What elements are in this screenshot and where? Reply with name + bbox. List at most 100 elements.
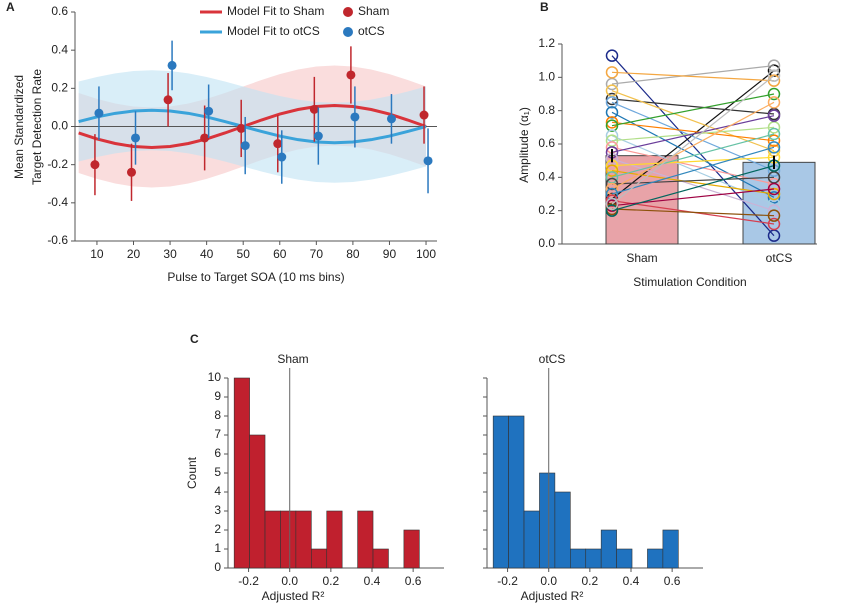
x-tick-label: 70 [310,247,324,261]
subject-point [767,141,781,154]
panel-label: C [190,332,199,346]
subject-line [611,75,775,205]
histogram-bar [311,548,328,569]
point [277,152,287,162]
y-tick-label: 1 [214,541,221,555]
subject-point [605,49,619,62]
histogram-bar [357,510,374,569]
point [163,95,173,105]
y-tick-label: 7 [214,427,221,441]
point [346,70,356,80]
subject-line [611,208,775,217]
point [236,123,246,133]
point [167,60,177,70]
subject-line [611,111,775,198]
y-axis-label: Mean Standardized [12,75,26,179]
x-tick-label: 0.0 [540,574,557,588]
subject-line [611,101,775,190]
subject-line [611,115,775,153]
point [313,131,323,141]
x-tick-label: 80 [346,247,360,261]
subject-point [767,182,781,196]
y-tick-label: 6 [214,446,221,460]
x-tick-label: 50 [237,247,251,261]
legend-swatch [343,27,353,37]
y-tick-label: 10 [208,370,222,384]
x-tick-label: 0.2 [582,574,599,588]
fit-line [78,104,427,149]
subject-line [611,135,775,205]
histogram-bar [523,510,540,569]
histogram-bar [372,548,389,569]
subject-point [767,109,781,122]
subject-point [605,92,619,106]
legend-label: otCS [358,24,385,38]
point [204,106,214,116]
subject-point [605,164,619,177]
subject-point [767,204,781,217]
y-tick-label: -0.6 [47,233,68,247]
x-axis-label: Pulse to Target SOA (10 ms bins) [167,270,344,284]
subject-point [767,134,781,147]
histogram-bar [570,548,587,569]
x-tick-label: 100 [416,247,436,261]
histogram-bar [326,510,343,569]
histogram-bar [249,434,266,569]
histogram-bar [600,529,617,569]
x-tick-label: 20 [127,247,141,261]
point [386,114,396,124]
x-tick-label: 90 [383,247,397,261]
subject-line [611,146,775,195]
histogram-bar [554,491,571,569]
x-tick-label: 30 [163,247,177,261]
subject-line [611,98,775,115]
y-tick-label: 0.2 [538,203,555,217]
legend-label: Model Fit to otCS [227,24,320,38]
histogram-bar [508,415,525,569]
legend-label: Sham [358,4,389,18]
histogram-bar [492,415,509,569]
y-tick-label: 0.0 [538,236,555,250]
y-tick-label: 3 [214,503,221,517]
x-tick-label: 0.4 [623,574,640,588]
chart-title: otCS [539,352,566,366]
subject-line [611,165,775,212]
legend-label: Model Fit to Sham [227,4,324,18]
subject-point [605,116,619,129]
point [94,108,104,118]
point [309,104,319,114]
y-tick-label: 9 [214,389,221,403]
subject-point [767,127,781,141]
legend-swatch [343,7,353,17]
x-tick-label: 0.2 [323,574,340,588]
y-tick-label: 5 [214,465,221,479]
subject-point [605,204,619,217]
y-axis-label: Target Detection Rate [30,69,44,185]
subject-point [605,194,619,207]
y-tick-label: 2 [214,522,221,536]
y-axis-label: Amplitude (α₁) [517,107,531,183]
x-tick-label: 0.6 [664,574,681,588]
y-tick-label: 0.4 [538,170,555,184]
point [240,141,250,151]
y-tick-label: 0.6 [538,136,555,150]
subject-line [611,133,775,178]
histogram-bar [616,548,633,569]
y-axis-label: Count [185,456,199,489]
histogram-bar [264,510,281,569]
y-tick-label: 1.0 [538,70,555,84]
point [90,160,100,170]
histogram-bar [585,548,602,569]
panel-label: B [540,0,549,14]
x-tick-label: 60 [273,247,287,261]
subject-point [605,119,619,132]
histogram-bar [233,377,250,569]
y-tick-label: 0.8 [538,103,555,117]
subject-point [605,197,619,211]
fit-line [78,108,427,145]
subject-line [611,71,775,82]
subject-point [605,66,619,79]
x-tick-label: 0.0 [281,574,298,588]
y-tick-label: 0.6 [51,4,68,18]
point [273,139,283,149]
